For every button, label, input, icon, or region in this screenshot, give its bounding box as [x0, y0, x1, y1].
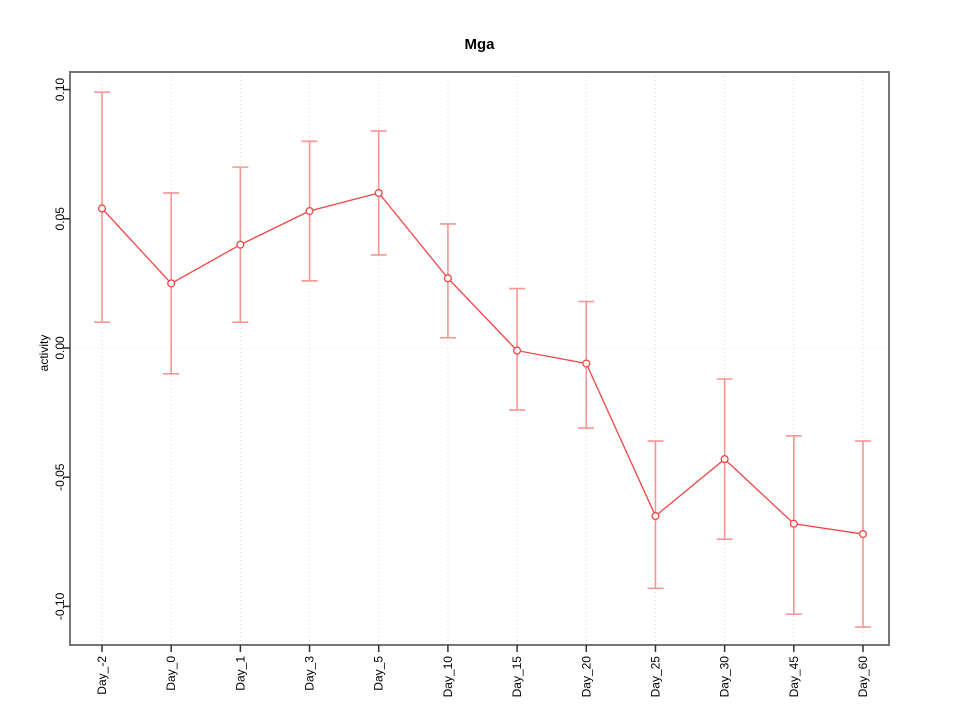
y-tick-label: 0.00: [53, 336, 67, 360]
x-tick-label: Day_3: [303, 656, 317, 691]
data-line: [101, 192, 864, 535]
x-tick-label: Day_25: [648, 656, 662, 698]
y-axis-ticks: [63, 88, 70, 608]
data-point: [720, 455, 729, 464]
x-tick-label: Day_45: [787, 656, 801, 698]
chart-title: Mga: [464, 36, 495, 53]
y-tick-label: 0.10: [53, 78, 67, 102]
data-points: [97, 188, 868, 539]
data-point: [789, 519, 798, 528]
x-tick-label: Day_1: [233, 656, 247, 691]
y-tick-label: -0.05: [53, 463, 67, 491]
data-point: [513, 346, 522, 355]
x-tick-label: Day_0: [164, 656, 178, 691]
x-axis-ticks: [101, 645, 864, 652]
x-tick-labels: Day_-2 Day_0 Day_1 Day_3 Day_5 Day_10 Day_15 Da…: [95, 656, 870, 698]
data-point: [374, 188, 383, 198]
x-tick-label: Day_30: [718, 656, 732, 698]
data-point: [236, 240, 245, 249]
plot-border: [69, 71, 890, 646]
data-point: [167, 279, 176, 288]
data-point: [97, 204, 107, 213]
y-tick-labels: 0.10 0.05 0.00 -0.05 -0.10: [53, 78, 67, 620]
x-tick-label: Day_5: [372, 656, 386, 691]
gridlines: [70, 72, 889, 645]
x-tick-label: Day_-2: [95, 656, 109, 695]
data-point: [443, 274, 452, 283]
y-tick-label: 0.05: [53, 207, 67, 231]
x-tick-label: Day_60: [856, 656, 870, 698]
x-tick-label: Day_15: [510, 656, 524, 698]
data-point: [305, 206, 314, 216]
y-axis-label: activity: [37, 334, 51, 372]
error-bars: [94, 91, 871, 628]
data-point: [858, 529, 868, 539]
x-tick-label: Day_10: [441, 656, 455, 698]
data-point: [651, 511, 660, 521]
y-tick-label: -0.10: [53, 592, 67, 620]
data-point: [582, 359, 591, 368]
x-tick-label: Day_20: [579, 656, 593, 698]
